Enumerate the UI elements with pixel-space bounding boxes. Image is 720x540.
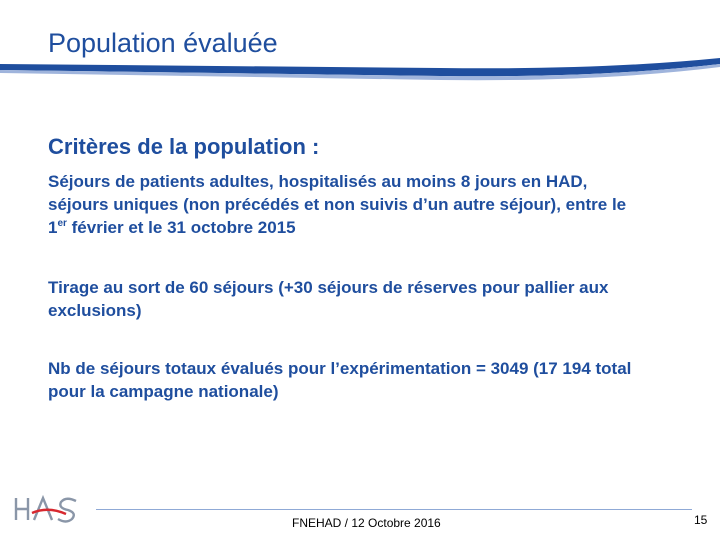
totals-paragraph: Nb de séjours totaux évalués pour l’expé… xyxy=(48,359,632,401)
footer-divider xyxy=(96,509,692,510)
sampling-paragraph: Tirage au sort de 60 séjours (+30 séjour… xyxy=(48,278,609,320)
criteria-text: Séjours de patients adultes, hospitalisé… xyxy=(48,172,627,237)
footer-text: FNEHAD / 12 Octobre 2016 xyxy=(292,516,441,530)
slide-title: Population évaluée xyxy=(48,28,278,58)
page-number: 15 xyxy=(694,513,708,527)
has-logo xyxy=(14,494,77,523)
ordinal-superscript: er xyxy=(57,218,67,229)
criteria-text-end: février et le 31 octobre 2015 xyxy=(66,218,296,237)
title-swoosh-decoration xyxy=(0,58,720,81)
section-subtitle: Critères de la population : xyxy=(48,134,320,159)
criteria-paragraph: Séjours de patients adultes, hospitalisé… xyxy=(48,170,648,239)
